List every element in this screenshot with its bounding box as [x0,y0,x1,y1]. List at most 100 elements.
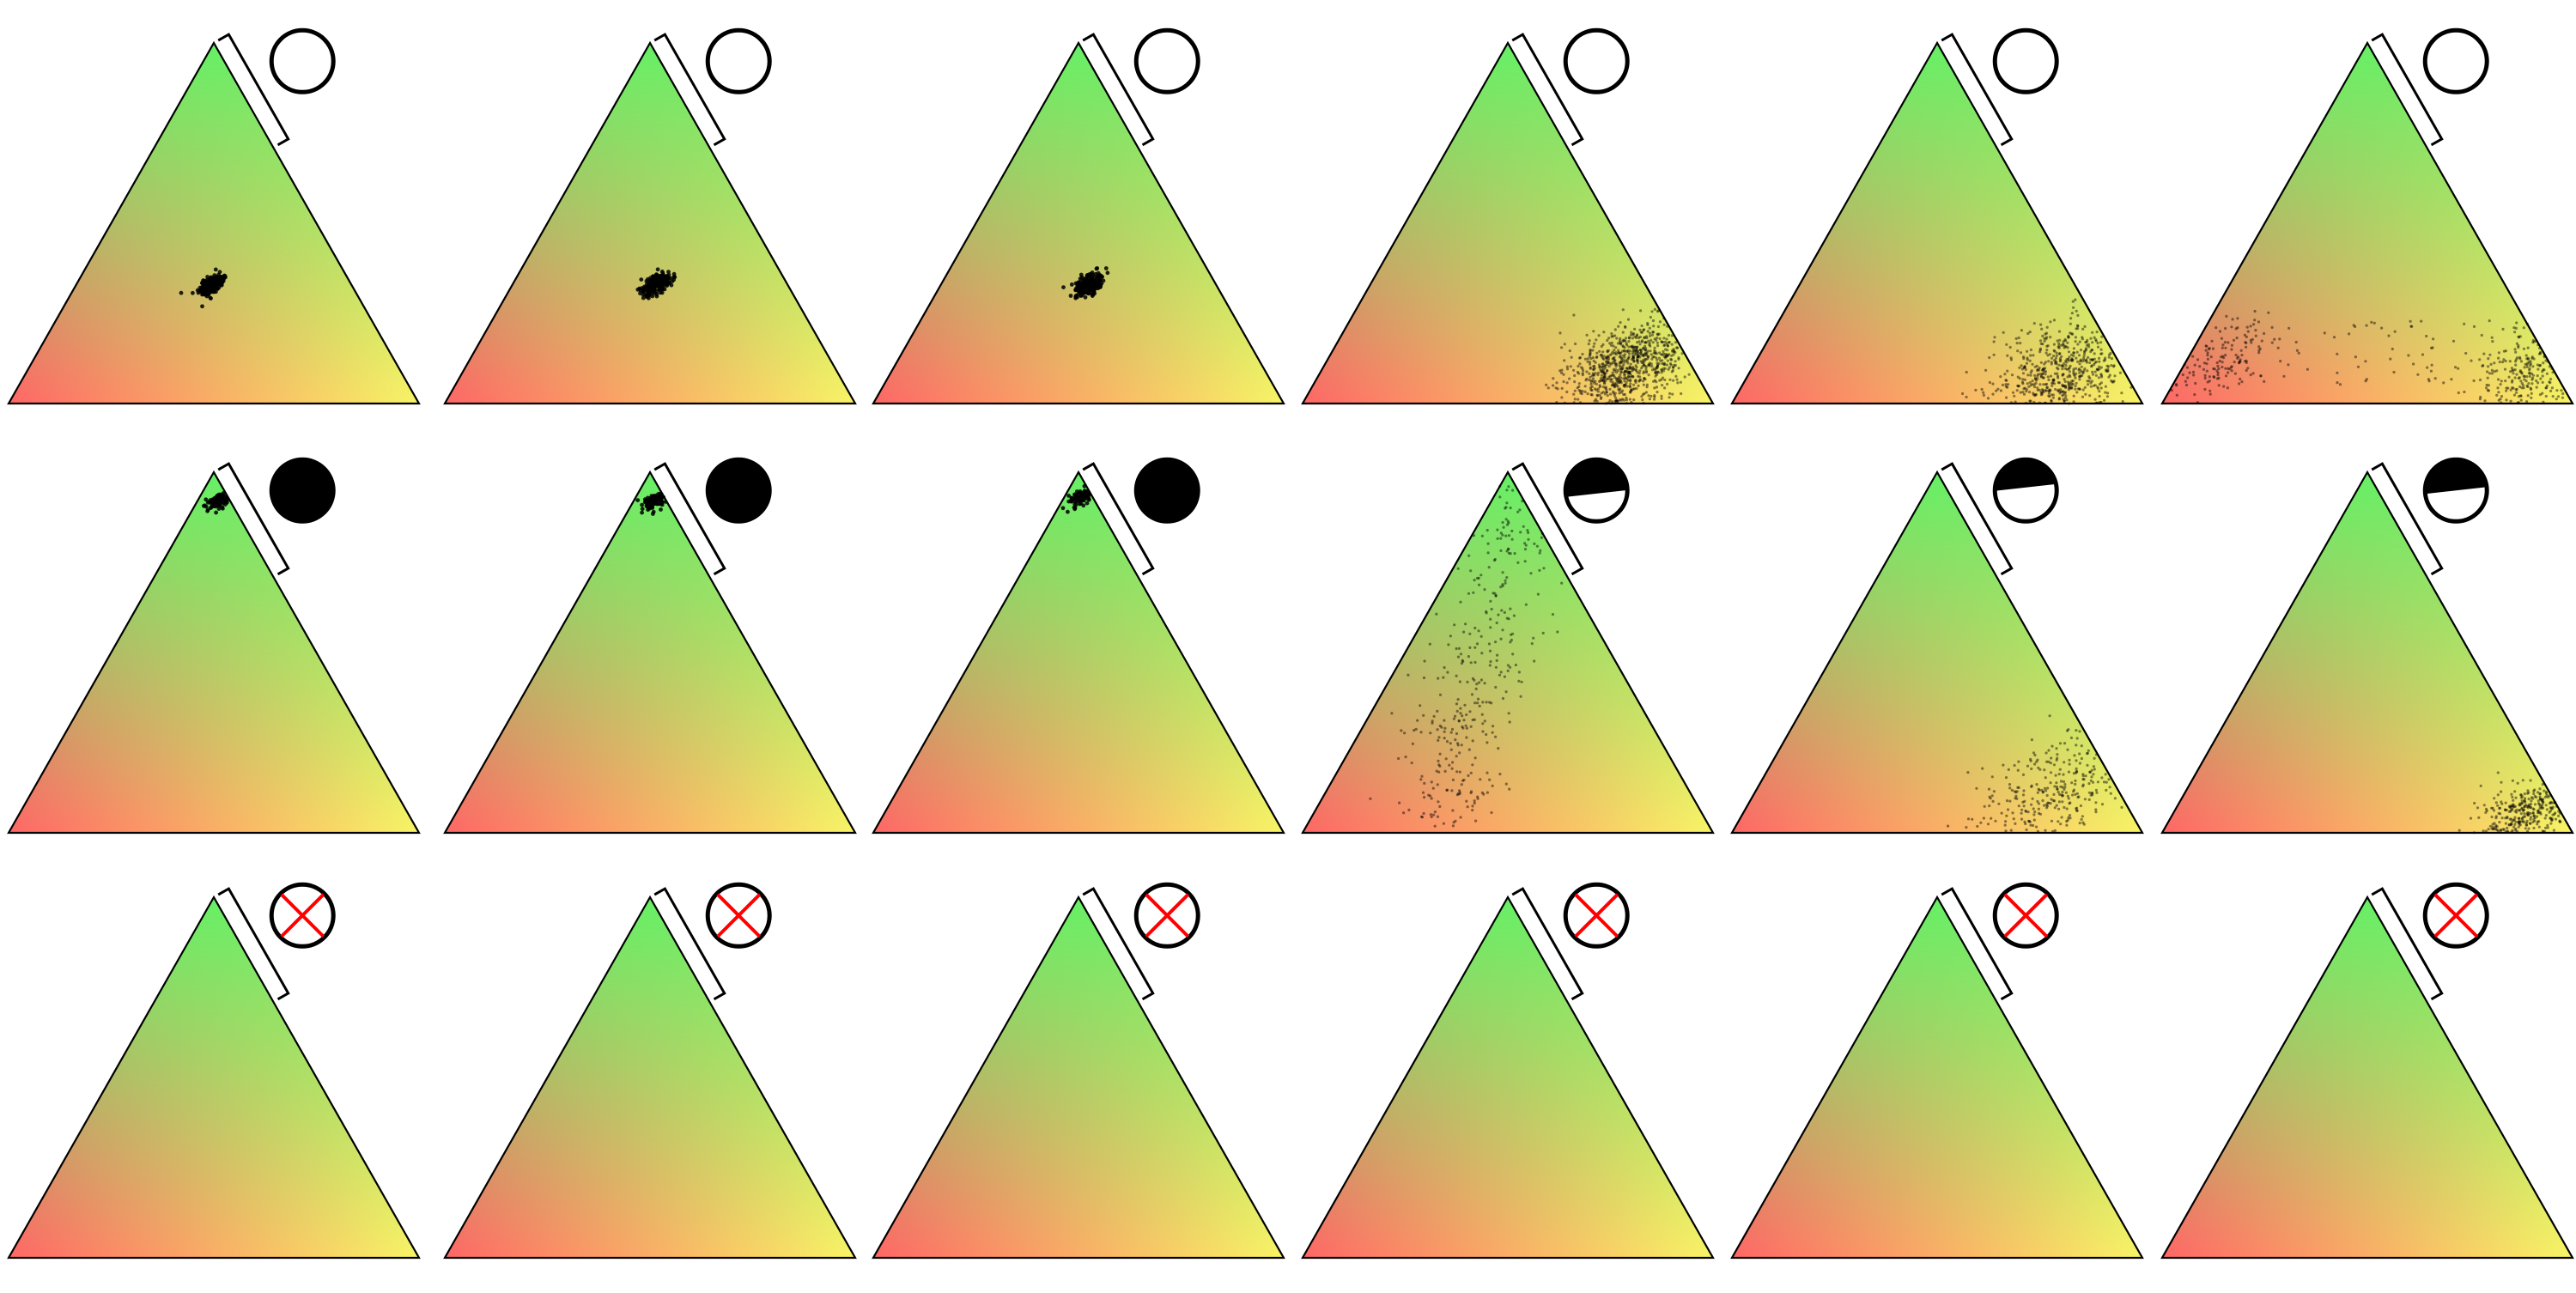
scatter-point [205,275,210,279]
scatter-point [2078,822,2081,825]
half-filled-circle-icon [1992,457,2059,524]
scatter-point [2029,354,2032,357]
scatter-point [2526,813,2530,816]
scatter-point [1654,374,1657,378]
scatter-point [2495,825,2499,829]
scatter-point [2510,808,2513,811]
scatter-point [2038,368,2041,372]
scatter-point [1614,367,1618,372]
scatter-point [2063,742,2067,745]
scatter-point [2537,820,2541,823]
scatter-point [2112,379,2116,383]
scatter-point [1662,361,1666,365]
scatter-point [2044,389,2047,392]
scatter-point [1621,367,1625,370]
scatter-point [2001,383,2005,386]
scatter-point [2075,792,2079,795]
scatter-point [1653,398,1656,401]
scatter-point [2075,737,2079,740]
scatter-point [1626,318,1631,321]
scatter-point [2098,365,2101,368]
scatter-point [1578,356,1582,360]
circle-fill-level [2425,459,2488,495]
scatter-point [1455,793,1459,797]
scatter-point [1491,731,1494,734]
scatter-point [1608,374,1612,378]
scatter-point [2097,376,2100,379]
simplex-outline [1730,40,2144,405]
scatter-point [2230,325,2233,329]
scatter-point [1651,331,1655,334]
scatter-point [2057,820,2060,823]
scatter-point [1602,357,1606,361]
scatter-point [1594,379,1597,383]
scatter-point [1589,375,1592,379]
scatter-point [2535,385,2538,389]
scatter-point [2015,797,2019,800]
scatter-point [1633,350,1637,354]
scatter-point [1592,367,1595,371]
scatter-point [2110,357,2113,361]
scatter-point [1094,266,1099,271]
scatter-point [2510,380,2514,384]
scatter-point [2235,337,2239,340]
scatter-point [1420,816,1425,819]
scatter-point [2104,356,2107,360]
scatter-point [1523,542,1527,545]
scatter-point [1588,355,1591,358]
scatter-point [2348,332,2351,336]
scatter-point [2336,352,2339,355]
scatter-point [1519,531,1522,534]
scatter-point [2458,829,2461,832]
scatter-point [2555,398,2558,401]
scatter-point [1633,346,1637,349]
scatter-point [2030,369,2033,373]
scatter-point [2032,392,2035,395]
scatter-point [1497,613,1500,616]
scatter-point [2083,349,2087,353]
scatter-point [1437,759,1440,763]
scatter-point [1556,387,1559,391]
scatter-point [1509,640,1512,644]
scatter-point [2004,379,2008,382]
scatter-point [2531,338,2535,343]
scatter-point [1504,690,1508,694]
scatter-point [2027,385,2031,388]
scatter-point [2020,380,2025,384]
scatter-point [2517,821,2520,825]
scatter-point [2061,786,2064,789]
scatter-point [2522,809,2525,812]
scatter-point [2088,394,2092,398]
scatter-point [2221,361,2224,364]
scatter-point [1068,294,1073,298]
scatter-point [2029,371,2032,374]
scatter-point [1638,328,1642,331]
scatter-point [2071,332,2075,336]
scatter-point [2055,758,2058,762]
scatter-point [2515,356,2518,360]
scatter-point [1078,294,1083,298]
scatter-point [2507,375,2511,379]
scatter-point [196,290,201,295]
scatter-point [2520,795,2524,798]
scatter-point [1471,809,1474,812]
scatter-point [2039,374,2043,378]
scatter-point [209,501,214,506]
scatter-point [2531,373,2536,377]
scatter-point [2058,792,2062,797]
scatter-point [2181,373,2184,377]
scatter-point [2060,343,2063,347]
scatter-point [2186,376,2190,379]
scatter-point [2499,829,2502,833]
scatter-point [1443,730,1446,733]
scatter-point [2028,359,2032,362]
simplex-green-overlay [2162,897,2573,1258]
scatter-point [2495,393,2499,397]
scatter-point [1498,773,1502,776]
scatter-point [1627,356,1631,360]
scatter-point [2354,325,2357,329]
scatter-point [1619,351,1622,355]
scatter-point [2515,810,2518,814]
scatter-point [2017,336,2020,340]
scatter-point [2081,327,2085,331]
